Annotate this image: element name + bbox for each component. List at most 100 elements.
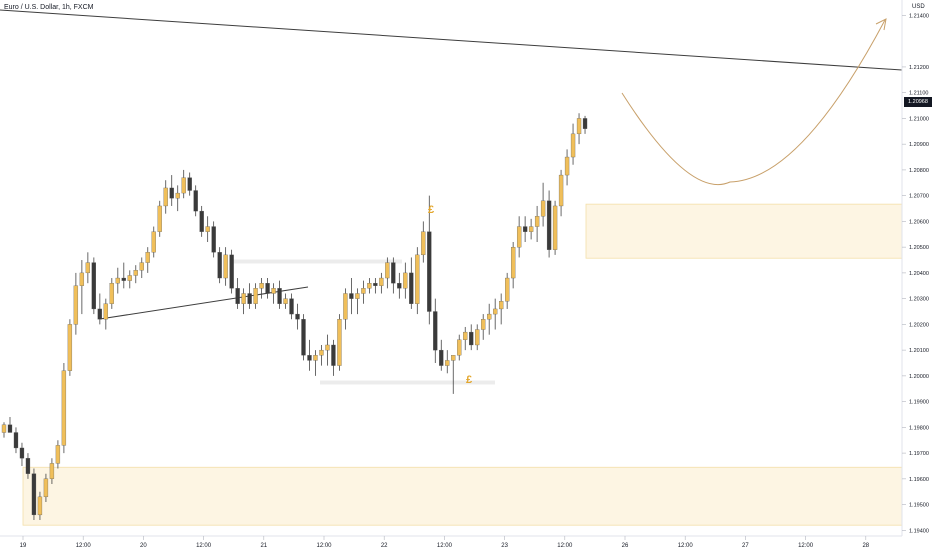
- candles-layer: [1, 113, 588, 521]
- candle-body: [169, 187, 174, 199]
- candle-body: [505, 277, 510, 302]
- price-axis[interactable]: 1.21400 1.21200 1.21100 1.21000 1.20900 1.208…: [902, 13, 929, 534]
- candle-body: [55, 445, 61, 464]
- y-tick-label: 1.20500: [909, 245, 929, 251]
- pound-marker: £: [428, 204, 434, 216]
- candle-body: [91, 262, 96, 310]
- candle-body: [373, 283, 378, 286]
- y-tick-label: 1.20200: [909, 322, 929, 328]
- candle-body: [187, 177, 192, 191]
- candle-body: [576, 118, 582, 135]
- candle-body: [301, 319, 306, 356]
- candle-body: [451, 355, 456, 361]
- candle-body: [457, 339, 462, 356]
- projection-curve: [621, 19, 886, 186]
- x-tick-label: 26: [622, 543, 629, 549]
- x-tick-label: 12:00: [196, 543, 212, 549]
- candle-body: [534, 216, 540, 227]
- candle-body: [265, 283, 270, 294]
- candle-body: [181, 177, 186, 194]
- y-tick-label: 1.21400: [909, 13, 929, 19]
- y-tick-label: 1.20300: [909, 297, 929, 303]
- trendline: [0, 9, 903, 71]
- candle-body: [319, 349, 324, 356]
- candle-body: [229, 254, 234, 289]
- y-tick-label: 1.19500: [909, 503, 929, 509]
- candle-body: [109, 283, 114, 304]
- candle-body: [199, 210, 204, 232]
- candle-body: [475, 329, 480, 346]
- y-tick-label: 1.20000: [909, 374, 929, 380]
- y-tick-label: 1.20900: [909, 142, 929, 148]
- candle-body: [277, 288, 282, 304]
- candle-body: [558, 174, 564, 207]
- y-tick-label: 1.19700: [909, 451, 929, 457]
- candle-body: [19, 447, 25, 459]
- y-tick-label: 1.19400: [909, 528, 929, 534]
- candle-body: [355, 293, 360, 299]
- candle-body: [493, 308, 498, 315]
- candle-body: [481, 319, 486, 330]
- candle-body: [367, 283, 372, 289]
- x-tick-label: 12:00: [678, 543, 694, 549]
- candle-body: [283, 298, 288, 304]
- x-tick-label: 12:00: [437, 543, 453, 549]
- candle-body: [516, 226, 522, 248]
- candle-body: [409, 272, 414, 304]
- candle-body: [139, 262, 144, 271]
- candle-body: [295, 313, 300, 320]
- candle-body: [445, 360, 450, 366]
- x-tick-label: 27: [742, 543, 749, 549]
- candle-body: [205, 226, 210, 232]
- candle-body: [331, 344, 336, 366]
- candle-body: [343, 293, 348, 320]
- candle-body: [421, 231, 426, 256]
- candle-body: [223, 254, 228, 279]
- x-tick-label: 12:00: [76, 543, 92, 549]
- time-axis[interactable]: 19 12:00 20 12:00 21 12:00 22 12:00 23 12:00 26 12:…: [20, 536, 870, 549]
- candle-body: [379, 277, 384, 286]
- x-tick-label: 20: [140, 543, 147, 549]
- y-tick-label: 1.21200: [909, 65, 929, 71]
- y-tick-label: 1.20800: [909, 168, 929, 174]
- candle-body: [25, 458, 31, 474]
- candle-body: [463, 331, 468, 340]
- y-tick-label: 1.21100: [909, 91, 928, 97]
- range-bar: [232, 259, 402, 264]
- candle-body: [570, 133, 576, 158]
- candle-body: [415, 254, 420, 304]
- candle-body: [103, 303, 108, 320]
- demand-zone: [585, 203, 903, 259]
- candle-body: [469, 331, 474, 346]
- candle-body: [510, 246, 516, 279]
- candle-body: [499, 301, 504, 310]
- candle-body: [289, 298, 294, 315]
- candle-body: [427, 231, 432, 312]
- x-tick-label: 12:00: [557, 543, 573, 549]
- pound-marker: £: [466, 374, 472, 386]
- candle-body: [193, 190, 198, 212]
- x-tick-label: 22: [381, 543, 388, 549]
- candle-body: [37, 496, 43, 516]
- candle-body: [97, 308, 102, 320]
- y-tick-label: 1.19800: [909, 425, 929, 431]
- candle-body: [439, 349, 444, 366]
- candle-body: [13, 432, 19, 449]
- demand-zone: [22, 466, 903, 526]
- candle-body: [211, 226, 216, 253]
- y-tick-label: 1.21000: [909, 116, 929, 122]
- y-tick-label: 1.20700: [909, 194, 929, 200]
- candle-body: [49, 463, 55, 479]
- candle-body: [397, 283, 402, 289]
- candle-body: [271, 288, 276, 294]
- candle-body: [391, 262, 396, 284]
- candle-body: [145, 252, 150, 263]
- candle-body: [61, 370, 67, 446]
- candle-body: [552, 205, 558, 250]
- candle-body: [582, 118, 588, 129]
- candle-body: [564, 156, 570, 176]
- candle-body: [175, 192, 180, 199]
- candle-body: [433, 311, 438, 351]
- candle-body: [325, 344, 330, 351]
